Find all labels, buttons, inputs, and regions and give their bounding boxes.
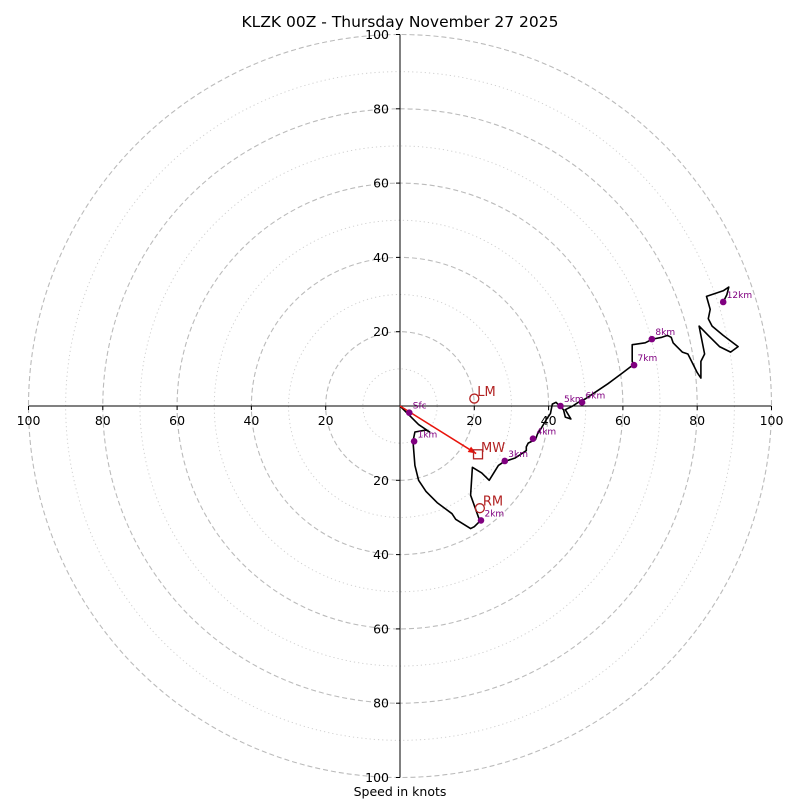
height-marker-label: Sfc [413,402,427,412]
x-tick-label: 60 [615,413,631,428]
x-tick-label: 20 [318,413,334,428]
y-tick-label: 40 [373,547,389,562]
height-marker-dot [501,457,509,465]
y-tick-label: 100 [365,770,389,785]
x-tick-label: 80 [95,413,111,428]
y-tick-label: 20 [373,324,389,339]
height-marker-dot [410,437,418,445]
height-marker-dot [529,435,537,442]
height-marker-label: 2km [484,509,504,519]
height-marker-label: 6km [586,391,606,401]
x-tick-label: 100 [17,413,41,428]
y-tick-label: 80 [373,101,389,116]
height-marker-dot [578,398,586,406]
x-tick-label: 60 [169,413,185,428]
y-tick-label: 80 [373,696,389,711]
height-marker-label: 3km [508,450,528,460]
height-marker-label: 8km [655,328,675,338]
x-tick-label: 40 [541,413,557,428]
y-tick-label: 60 [373,621,389,636]
x-tick-label: 80 [689,413,705,428]
height-marker-dot [405,409,413,416]
y-tick-label: 40 [373,250,389,265]
height-marker-dot [477,517,485,524]
height-marker-dot [630,361,638,369]
height-marker-dot [719,298,727,306]
storm-motion-layer: LM MW RM [469,385,505,514]
x-tick-label: 20 [466,413,482,428]
x-axis-label: Speed in knots [354,784,447,799]
storm-motion-label: MW [481,441,505,456]
height-marker-label: 7km [638,354,658,364]
storm-motion-marker [469,393,480,404]
x-tick-label: 40 [243,413,259,428]
height-marker-label: 12km [727,291,752,301]
height-marker-label: 1km [418,430,438,440]
height-marker-dot [648,335,656,343]
hodograph-trace-line [399,286,739,530]
y-tick-label: 60 [373,176,389,191]
height-markers-layer: Sfc 1km 2km 3km 4km 5km 6km 7km 8km 12km [405,291,752,524]
y-tick-label: 100 [365,27,389,42]
height-marker-dot [557,402,564,410]
chart-title: KLZK 00Z - Thursday November 27 2025 [242,13,559,31]
mean-wind-arrow-line [399,405,477,455]
height-marker-label: 4km [536,428,556,438]
hodograph-trace-layer [399,286,739,530]
y-tick-label: 20 [373,473,389,488]
storm-motion-label: LM [477,385,495,400]
x-tick-label: 100 [760,413,784,428]
storm-motion-label: RM [483,495,503,510]
height-marker-label: 5km [564,395,584,405]
storm-motion-marker [472,449,484,460]
axes: 100 80 60 40 20 20 40 60 80 100 100 80 60 40 20 20 40 60 8… [17,27,784,785]
storm-motion-marker [474,503,486,514]
